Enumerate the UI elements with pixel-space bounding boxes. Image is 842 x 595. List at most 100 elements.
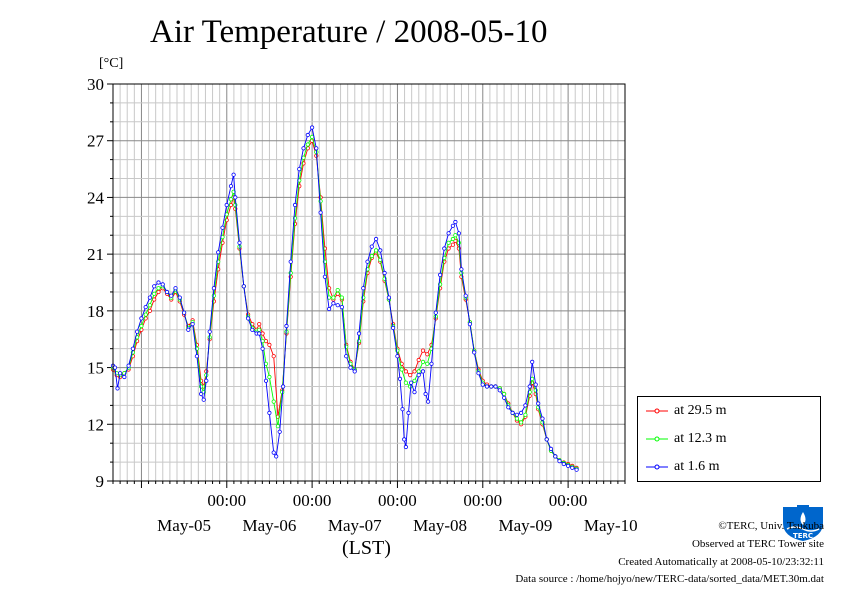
- data-point: [260, 346, 265, 351]
- footer-copyright: ©TERC, Univ. Tsukuba: [718, 520, 824, 532]
- data-point: [126, 363, 131, 368]
- data-point: [233, 195, 238, 200]
- data-point: [429, 361, 434, 366]
- terc-logo-icon: TERC: [781, 503, 825, 543]
- data-point: [322, 274, 327, 279]
- data-point: [241, 284, 246, 289]
- data-point: [506, 405, 511, 410]
- data-point: [450, 242, 455, 247]
- data-point: [339, 304, 344, 310]
- legend-marker-12-3m: [646, 436, 668, 442]
- axis-tick-labels: 9 12 15 18 21 24 27 30 00:00 00:00 00:00 00:00 00:00…: [87, 75, 638, 535]
- data-point: [527, 384, 532, 389]
- data-point: [173, 286, 178, 291]
- x-tick-label-date: May-07: [328, 516, 382, 535]
- data-point: [344, 354, 349, 359]
- data-point: [143, 312, 148, 317]
- data-point: [301, 155, 306, 160]
- y-tick-label: 27: [87, 132, 105, 151]
- data-point: [574, 467, 579, 472]
- x-tick-label-time: 00:00: [207, 491, 246, 510]
- data-point: [156, 286, 161, 291]
- data-point: [147, 295, 152, 300]
- data-point: [565, 463, 571, 468]
- data-point: [533, 382, 538, 387]
- data-point: [416, 357, 421, 363]
- data-point: [450, 223, 455, 228]
- data-point: [514, 412, 520, 417]
- data-point: [260, 331, 265, 336]
- data-point: [480, 382, 485, 387]
- data-point: [220, 225, 225, 230]
- data-point: [156, 289, 161, 295]
- data-point: [263, 338, 269, 344]
- data-point: [453, 219, 458, 225]
- data-point: [122, 374, 127, 380]
- data-point: [369, 253, 374, 259]
- data-point: [510, 410, 515, 415]
- data-point: [177, 295, 182, 300]
- data-point: [540, 416, 545, 421]
- data-point: [425, 352, 430, 357]
- y-tick-label: 21: [87, 245, 104, 264]
- data-point: [373, 248, 379, 253]
- data-point: [416, 372, 421, 378]
- data-point: [335, 287, 340, 293]
- data-point: [433, 310, 438, 315]
- series-line: [112, 135, 577, 470]
- data-point: [420, 369, 426, 374]
- data-point: [459, 267, 464, 272]
- data-point: [301, 146, 306, 151]
- data-point: [365, 259, 370, 264]
- data-point: [186, 327, 191, 332]
- legend-marker-29-5m: [646, 408, 668, 414]
- data-point: [211, 286, 216, 291]
- chart-grid: [107, 83, 626, 488]
- data-point: [160, 282, 165, 287]
- x-tick-label-date: May-05: [157, 516, 211, 535]
- data-point: [267, 342, 272, 347]
- y-tick-label: 18: [87, 302, 104, 321]
- footer-observed: Observed at TERC Tower site: [691, 538, 824, 550]
- data-point: [356, 331, 362, 336]
- data-point: [373, 236, 379, 242]
- data-point: [395, 354, 400, 359]
- data-point: [130, 346, 135, 351]
- x-tick-label-time: 00:00: [378, 491, 417, 510]
- data-point: [267, 374, 272, 380]
- x-tick-label-time: 00:00: [463, 491, 502, 510]
- data-point: [152, 291, 157, 296]
- x-tick-label-time: 00:00: [549, 491, 588, 510]
- data-point: [397, 376, 403, 381]
- series-2: [110, 125, 579, 472]
- data-point: [472, 350, 477, 355]
- data-point: [348, 365, 353, 370]
- legend-item-1-6m: at 1.6 m: [646, 458, 720, 476]
- data-point: [216, 250, 221, 255]
- data-point: [309, 134, 315, 139]
- data-point: [518, 420, 524, 425]
- data-point: [523, 412, 528, 417]
- data-point: [450, 236, 455, 242]
- data-point: [489, 384, 494, 389]
- data-point: [412, 378, 417, 383]
- data-point: [139, 323, 144, 329]
- data-point: [416, 369, 421, 374]
- data-point: [402, 437, 407, 442]
- data-point: [257, 321, 262, 327]
- data-point: [453, 233, 458, 238]
- data-point: [335, 303, 340, 308]
- x-tick-label-date: May-10: [584, 516, 638, 535]
- data-point: [199, 391, 204, 397]
- legend-label: at 29.5 m: [674, 403, 727, 418]
- chart-legend: at 29.5 m at 12.3 m at 1.6 m: [637, 396, 821, 482]
- data-point: [297, 167, 302, 172]
- data-point: [408, 384, 413, 389]
- data-point: [408, 380, 414, 385]
- x-tick-label-date: May-08: [413, 516, 467, 535]
- data-point: [309, 125, 315, 130]
- data-point: [182, 310, 187, 315]
- data-point: [408, 372, 413, 378]
- data-point: [437, 272, 443, 277]
